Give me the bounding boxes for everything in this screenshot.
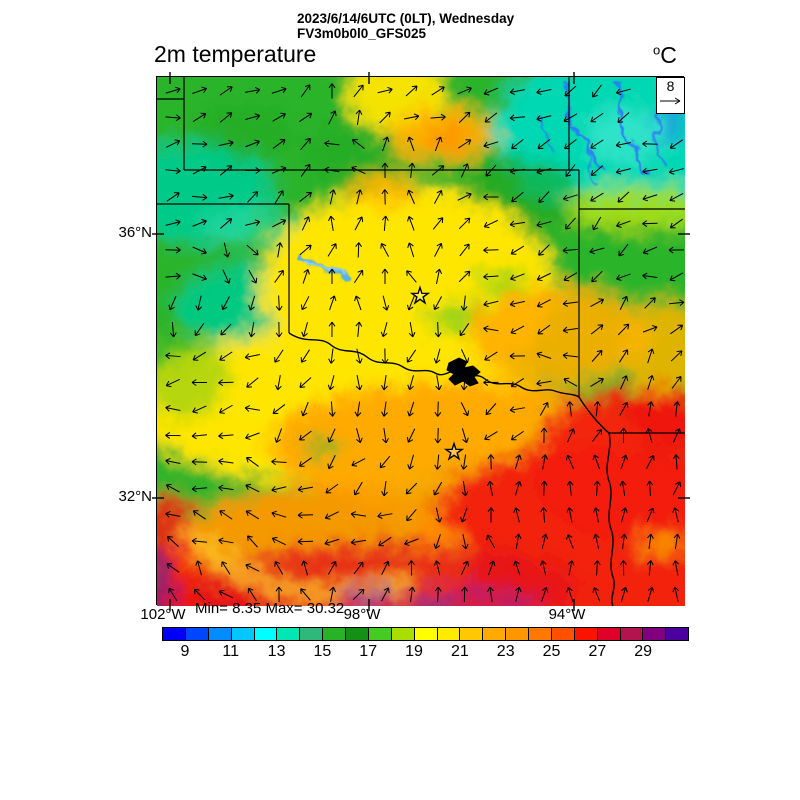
- colorbar-segment: [184, 627, 209, 641]
- colorbar-segment: [596, 627, 621, 641]
- units-label: oC: [653, 42, 677, 69]
- wind-reference-box: 8: [656, 77, 685, 114]
- valid-time-title: 2023/6/14/6UTC (0LT), Wednesday: [297, 11, 515, 26]
- colorbar-tick-label: 15: [313, 643, 332, 660]
- colorbar-segment: [573, 627, 598, 641]
- map-svg: [152, 72, 690, 611]
- colorbar-tick-label: 13: [267, 643, 286, 660]
- lake-texoma-blob: [446, 357, 481, 387]
- colorbar-tick-label: 17: [359, 643, 378, 660]
- lon-tick-label: 94°W: [548, 606, 586, 623]
- colorbar-tick-label: 9: [180, 643, 190, 660]
- colorbar-tick-label: 23: [496, 643, 515, 660]
- colorbar-segment: [665, 627, 690, 641]
- colorbar-segment: [276, 627, 301, 641]
- colorbar-segment: [299, 627, 324, 641]
- state-borders: [157, 77, 685, 434]
- lon-tick-label: 102°W: [140, 606, 186, 623]
- colorbar-segment: [642, 627, 667, 641]
- min-max-stats: Min= 8.35 Max= 30.32: [195, 600, 345, 617]
- lon-tick-label: 98°W: [343, 606, 381, 623]
- map-canvas: [152, 72, 690, 611]
- colorbar-tick-label: 29: [634, 643, 653, 660]
- colorbar-segment: [482, 627, 507, 641]
- colorbar-segment: [345, 627, 369, 641]
- colorbar-segment: [436, 627, 461, 641]
- colorbar-segment: [207, 627, 232, 641]
- colorbar-segment: [367, 627, 392, 641]
- colorbar-segment: [322, 627, 346, 641]
- colorbar-segment: [390, 627, 415, 641]
- colorbar-segment: [550, 627, 575, 641]
- city-stars: [409, 285, 465, 461]
- colorbar-segment: [528, 627, 552, 641]
- lat-tick-label: 36°N: [118, 224, 152, 241]
- wind-arrows: [165, 83, 685, 603]
- colorbar-segment: [253, 627, 278, 641]
- colorbar-tick-label: 11: [222, 643, 240, 660]
- temperature-field: [157, 77, 685, 606]
- wind-reference-arrow-icon: [660, 97, 681, 105]
- colorbar-segment: [619, 627, 644, 641]
- colorbar-tick-label: 27: [588, 643, 607, 660]
- colorbar-segment: [162, 627, 186, 641]
- colorbar-segment: [505, 627, 529, 641]
- lat-tick-label: 32°N: [118, 488, 152, 505]
- colorbar: [162, 627, 690, 641]
- colorbar-tick-label: 25: [542, 643, 561, 660]
- axis-ticks: [152, 72, 690, 611]
- field-title: 2m temperature: [154, 41, 317, 67]
- colorbar-segment: [230, 627, 255, 641]
- wind-reference-value: 8: [666, 78, 675, 94]
- colorbar-tick-label: 19: [405, 643, 423, 660]
- colorbar-segment: [413, 627, 438, 641]
- units-superscript: o: [653, 42, 661, 58]
- model-run-title: FV3m0b0l0_GFS025: [297, 26, 427, 41]
- units-base: C: [660, 42, 677, 68]
- colorbar-segment: [459, 627, 484, 641]
- colorbar-tick-label: 21: [450, 643, 469, 660]
